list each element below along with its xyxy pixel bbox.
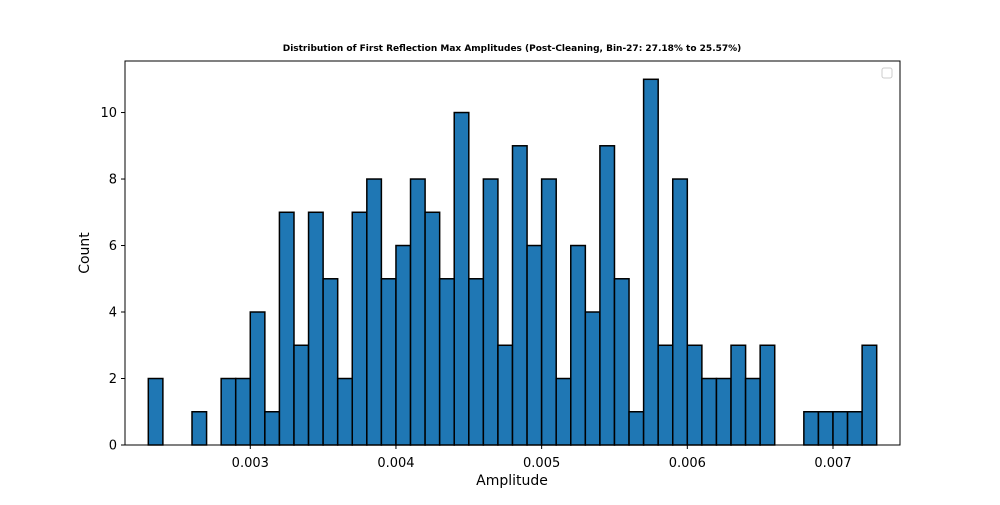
histogram-bar xyxy=(511,145,528,446)
y-tick-label: 6 xyxy=(109,239,117,254)
histogram-bar xyxy=(686,344,703,446)
histogram-bar xyxy=(424,211,441,446)
x-tick-label: 0.004 xyxy=(377,456,414,471)
x-tick-label: 0.006 xyxy=(669,456,706,471)
histogram-bar xyxy=(744,377,761,446)
histogram-bar xyxy=(220,377,237,446)
y-tick-label: 4 xyxy=(109,306,117,321)
histogram-bar xyxy=(555,377,572,446)
histogram-bar xyxy=(409,178,426,446)
histogram-bar xyxy=(380,278,397,446)
histogram-bar xyxy=(715,377,732,446)
histogram-bar xyxy=(278,211,295,446)
histogram-bar xyxy=(846,411,863,446)
histogram-bar xyxy=(671,178,689,446)
histogram-bar xyxy=(832,411,849,446)
histogram-bar xyxy=(438,278,455,446)
histogram-bar xyxy=(540,178,557,446)
histogram-bar xyxy=(657,344,674,446)
histogram-bar xyxy=(599,145,616,446)
histogram-bar xyxy=(307,211,324,446)
histogram-bar xyxy=(730,344,747,446)
histogram-bar xyxy=(817,411,834,446)
y-tick-label: 8 xyxy=(109,173,117,188)
histogram-bar xyxy=(249,311,266,446)
histogram-bar xyxy=(861,344,878,446)
x-axis-ticks: 0.003 0.004 0.005 0.006 0.007 xyxy=(232,445,852,471)
x-tick-label: 0.007 xyxy=(814,456,851,471)
chart-title: Distribution of First Reflection Max Amp… xyxy=(283,44,742,54)
y-tick-label: 10 xyxy=(100,106,117,121)
histogram-bar xyxy=(497,344,514,446)
histogram-bar xyxy=(322,278,339,446)
histogram-bar xyxy=(234,377,252,446)
x-tick-label: 0.003 xyxy=(232,456,269,471)
y-tick-label: 2 xyxy=(109,372,117,387)
histogram-bar xyxy=(482,178,499,446)
histogram-bar xyxy=(628,411,645,446)
histogram-bar xyxy=(468,278,485,446)
histogram-bar xyxy=(264,411,281,446)
histogram-bar xyxy=(147,377,164,446)
axes-frame xyxy=(124,60,901,446)
histogram-bar xyxy=(336,377,354,446)
histogram-bar xyxy=(395,244,412,446)
histogram-bar xyxy=(293,344,310,446)
y-tick-label: 0 xyxy=(109,439,117,454)
histogram-bar xyxy=(613,278,630,446)
histogram-bar xyxy=(803,411,820,446)
histogram-bar xyxy=(584,311,601,446)
x-axis-label: Amplitude xyxy=(476,473,548,489)
legend-box xyxy=(881,67,893,79)
histogram-bar xyxy=(570,244,587,446)
histogram-bar xyxy=(701,377,718,446)
histogram-bar xyxy=(191,411,208,446)
histogram-bar xyxy=(526,244,543,446)
y-axis-label: Count xyxy=(77,232,93,274)
histogram-bar xyxy=(351,211,368,446)
y-axis-ticks: 0 2 4 6 8 10 xyxy=(100,106,125,454)
x-tick-label: 0.005 xyxy=(523,456,560,471)
histogram-bar xyxy=(366,178,383,446)
histogram-bar xyxy=(759,344,776,446)
histogram-bar xyxy=(642,78,659,446)
histogram-bar xyxy=(453,111,470,446)
